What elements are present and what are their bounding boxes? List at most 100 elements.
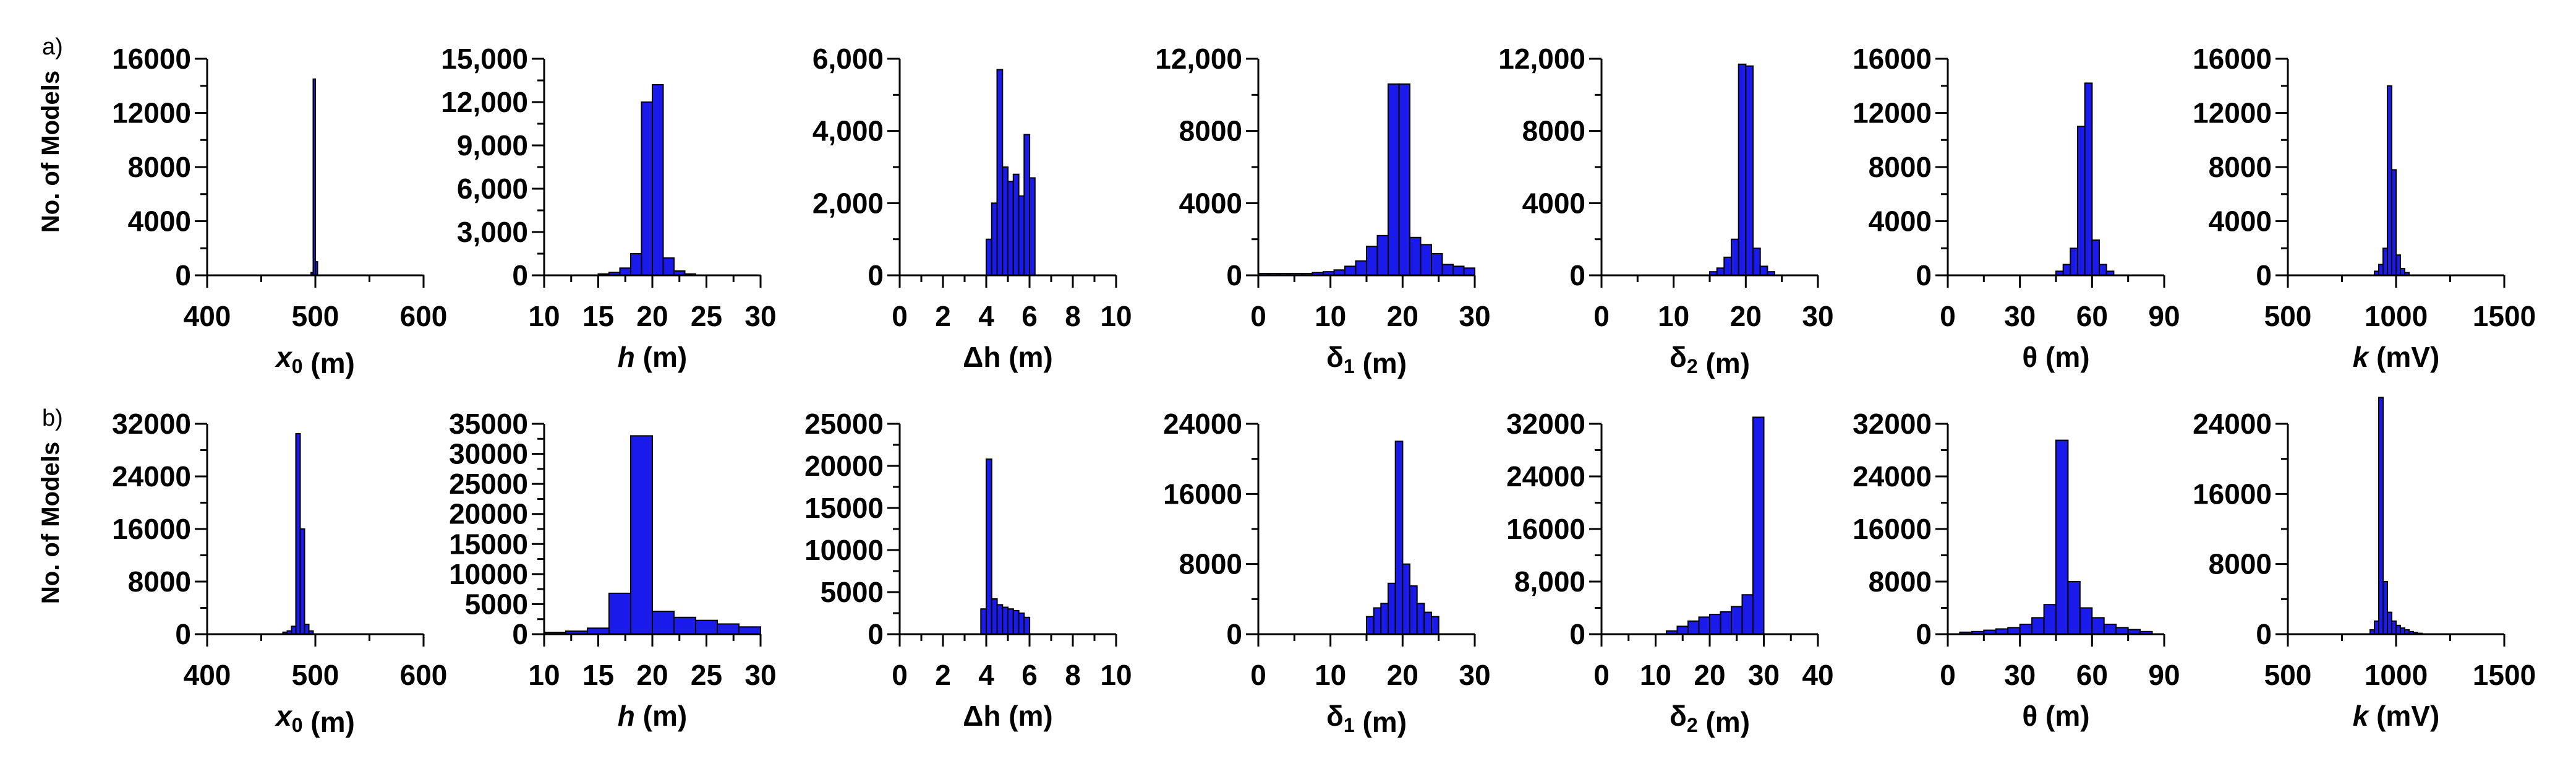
histogram-bar: [652, 611, 675, 635]
histogram-panel-a-1: 0 4000 8000 12000 16000 400 500 600 x0 (m): [112, 43, 447, 379]
x-axis-label: δ2 (m): [1670, 700, 1750, 738]
x-axis-label: θ (m): [2022, 341, 2089, 373]
y-tick-label: 12,000: [1498, 43, 1585, 75]
x-tick-label: 1500: [2473, 659, 2536, 691]
y-tick-label: 8000: [128, 151, 191, 183]
histogram-bar: [1687, 620, 1700, 635]
x-tick-label: 30: [1459, 300, 1490, 332]
x-tick-label: 600: [400, 300, 448, 332]
histogram-bar: [980, 608, 987, 635]
histogram-panel-a-6: 0 4000 8000 12000 16000 0 30 60 90 θ (m): [1853, 43, 2180, 373]
histogram-bar: [1018, 613, 1025, 635]
x-tick-label: 40: [1802, 659, 1833, 691]
x-tick-label: 500: [2264, 659, 2312, 691]
y-tick-label: 32000: [112, 408, 191, 440]
histogram-bar: [1720, 611, 1732, 635]
y-tick-label: 20000: [449, 498, 528, 530]
x-tick-label: 10: [528, 300, 560, 332]
histogram-bar: [2077, 126, 2086, 276]
y-tick-label: 12000: [1853, 97, 1932, 129]
y-tick-label: 10000: [449, 558, 528, 590]
histogram-bar: [630, 253, 642, 276]
histogram-bar: [1394, 441, 1404, 635]
x-tick-label: 500: [2264, 300, 2312, 332]
x-tick-label: 15: [582, 659, 614, 691]
histogram-panel-b-1: 0 8000 16000 24000 32000 400 500 600 x0 (m): [112, 408, 447, 738]
histogram-bar: [2391, 169, 2397, 276]
y-tick-label: 4000: [128, 205, 191, 238]
y-tick-label: 8000: [2209, 548, 2272, 580]
histogram-panel-b-6: 0 8000 16000 24000 32000 0 30 60 90 θ (m): [1853, 408, 2180, 732]
y-tick-label: 24000: [112, 460, 191, 492]
histogram-bar: [2382, 247, 2388, 277]
histogram-bar: [2387, 85, 2392, 277]
x-axis-label: Δh (m): [963, 700, 1053, 732]
x-tick-label: 0: [892, 300, 908, 332]
y-tick-label: 8,000: [1514, 565, 1585, 598]
x-tick-label: 500: [292, 659, 339, 691]
histogram-bar: [1388, 83, 1400, 277]
y-tick-label: 6,000: [812, 43, 884, 75]
histogram-bar: [2391, 620, 2397, 635]
y-tick-label: 16000: [112, 513, 191, 545]
histogram-bar: [717, 623, 740, 635]
histogram-bar: [1431, 616, 1439, 635]
x-tick-label: 30: [744, 300, 776, 332]
y-tick-label: 0: [2256, 618, 2272, 650]
histogram-bar: [2019, 624, 2033, 635]
y-tick-label: 16000: [1506, 513, 1585, 545]
y-tick-label: 0: [1226, 618, 1242, 650]
y-tick-label: 16000: [2193, 43, 2272, 75]
y-tick-label: 0: [868, 618, 884, 650]
y-tick-label: 4000: [1179, 187, 1242, 219]
histogram-bar: [1463, 267, 1475, 276]
x-tick-label: 20: [1730, 300, 1762, 332]
histogram-panel-b-7: 0 8000 16000 24000 500 1000 1500 k (mV): [2193, 397, 2536, 732]
histogram-bar: [291, 626, 297, 635]
y-tick-label: 6,000: [457, 173, 528, 205]
histogram-bar: [2070, 247, 2079, 277]
x-tick-label: 10: [1658, 300, 1689, 332]
y-tick-label: 8000: [1869, 565, 1932, 598]
x-tick-label: 6: [1021, 659, 1038, 691]
histogram-bar: [1376, 234, 1389, 276]
y-tick-label: 0: [1916, 259, 1932, 291]
x-tick-label: 60: [2076, 659, 2108, 691]
x-tick-label: 90: [2148, 300, 2180, 332]
x-tick-label: 30: [1802, 300, 1833, 332]
y-tick-label: 24000: [1506, 460, 1585, 492]
y-tick-label: 0: [1569, 618, 1585, 650]
x-tick-label: 6: [1021, 300, 1038, 332]
histogram-bar: [1698, 616, 1710, 635]
histogram-bar: [1431, 253, 1443, 276]
x-axis-label: δ2 (m): [1670, 341, 1750, 379]
x-axis-label: Δh (m): [963, 341, 1053, 373]
y-tick-label: 8000: [1179, 115, 1242, 147]
y-tick-label: 12,000: [441, 86, 528, 118]
y-tick-label: 25000: [804, 408, 884, 440]
histogram-bar: [641, 101, 653, 276]
histogram-bar: [619, 267, 631, 276]
x-axis-label: k (mV): [2353, 341, 2440, 373]
y-tick-label: 24000: [2193, 408, 2272, 440]
histogram-bar: [1380, 603, 1389, 635]
y-tick-label: 24000: [1853, 460, 1932, 492]
x-tick-label: 500: [292, 300, 339, 332]
histogram-bar: [1002, 166, 1009, 276]
x-tick-label: 10: [1640, 659, 1671, 691]
x-tick-label: 400: [184, 659, 231, 691]
histogram-bar: [2091, 239, 2100, 277]
histogram-bar: [1029, 177, 1036, 276]
x-tick-label: 20: [1387, 300, 1418, 332]
histogram-bar: [2062, 264, 2071, 276]
x-tick-label: 1500: [2473, 300, 2536, 332]
histogram-bar: [1402, 563, 1411, 635]
histogram-bar: [695, 619, 718, 635]
y-tick-label: 8000: [1869, 151, 1932, 183]
y-tick-label: 5000: [821, 576, 884, 608]
x-tick-label: 15: [582, 300, 614, 332]
histogram-bar: [1373, 607, 1382, 635]
histogram-bar: [1409, 236, 1422, 277]
histogram-bar: [2378, 264, 2384, 276]
row-b-labels: b) No. of Models: [37, 405, 64, 604]
